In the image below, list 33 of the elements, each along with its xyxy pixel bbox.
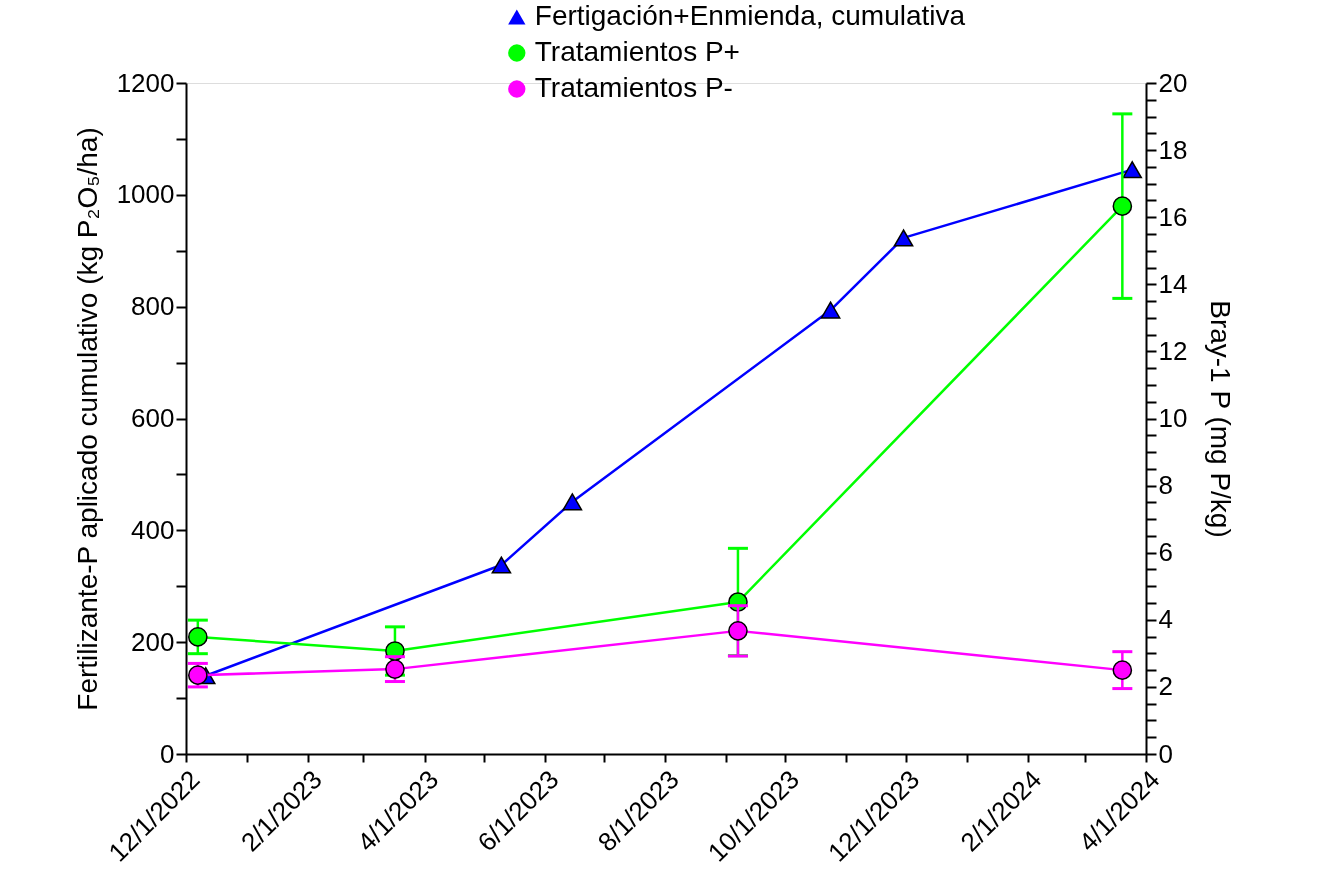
point xyxy=(1112,660,1133,680)
y2-tick-label: 8 xyxy=(1158,470,1173,501)
point xyxy=(1122,161,1143,179)
y2-tick-label: 14 xyxy=(1158,268,1188,299)
y-tick-label: 800 xyxy=(131,291,175,322)
point xyxy=(820,301,841,319)
legend-label: Tratamientos P- xyxy=(534,72,733,103)
legend-label: Tratamientos P+ xyxy=(534,36,740,67)
point xyxy=(893,229,914,247)
y2-tick-label: 4 xyxy=(1158,604,1173,635)
y2-tick-label: 10 xyxy=(1158,403,1188,433)
point xyxy=(1112,196,1133,216)
point xyxy=(562,493,583,511)
y2-tick-label: 0 xyxy=(1158,738,1173,769)
point xyxy=(187,627,208,647)
y-tick-label: 600 xyxy=(131,403,175,433)
y2-axis-title: Bray-1 P (mg P/kg) xyxy=(1205,300,1237,538)
y2-tick-label: 20 xyxy=(1158,67,1188,98)
y2-tick-label: 6 xyxy=(1158,537,1173,568)
y-tick-label: 400 xyxy=(131,514,175,545)
y2-tick-label: 18 xyxy=(1158,134,1188,165)
y2-tick-label: 16 xyxy=(1158,201,1188,232)
y-tick-label: 0 xyxy=(160,738,175,769)
legend-label: Fertigación+Enmienda, cumulativa xyxy=(534,0,966,31)
y-tick-label: 1000 xyxy=(116,179,175,210)
point xyxy=(385,659,405,679)
point xyxy=(728,621,748,641)
y-tick-label: 200 xyxy=(131,626,175,657)
y-axis-title: Fertilizante-P aplicado cumulativo (kg P₂O₅/ha) xyxy=(71,127,103,711)
point xyxy=(491,556,512,574)
y-tick-label: 1200 xyxy=(116,67,175,98)
y2-tick-label: 2 xyxy=(1158,671,1173,702)
y2-tick-label: 12 xyxy=(1158,335,1188,366)
